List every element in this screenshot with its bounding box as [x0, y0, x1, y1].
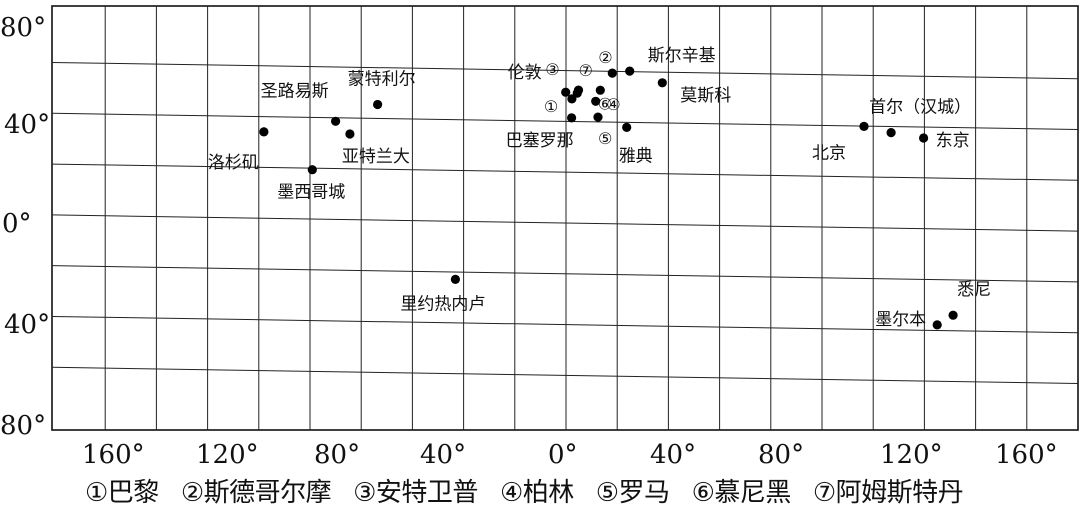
city-label-sydney: 悉尼: [957, 280, 991, 300]
lat-label-0: 0°: [2, 209, 32, 239]
legend-item-berlin: ④柏林: [499, 478, 574, 508]
lon-label-120e: 120°: [880, 440, 943, 470]
lon-label-40w: 40°: [420, 440, 466, 470]
city-dot-los-angeles: [259, 127, 269, 137]
city-dot-mexico-city: [307, 165, 317, 175]
parallel-line: [51, 265, 1079, 283]
legend-item-paris: ①巴黎: [85, 478, 159, 508]
city-dot-atlanta: [345, 129, 355, 139]
lat-label-80n: 80°: [0, 13, 46, 43]
city-label-atlanta: 亚特兰大: [342, 147, 410, 167]
city-dot-melbourne: [932, 320, 942, 330]
legend-item-stockholm: ②斯德哥尔摩: [180, 478, 332, 508]
city-label-melbourne: 墨尔本: [875, 310, 926, 330]
parallel-line: [51, 61, 1079, 80]
lon-label-160e: 160°: [995, 440, 1058, 470]
city-label-rome: ⑤: [598, 129, 612, 148]
city-dot-rome: [593, 112, 603, 122]
parallel-line: [51, 112, 1079, 130]
lon-label-0: 0°: [548, 440, 578, 470]
map-frame: [51, 5, 1079, 431]
city-dot-berlin: [595, 85, 605, 95]
city-dot-stockholm: [607, 68, 617, 78]
city-label-st-louis: 圣路易斯: [261, 81, 329, 101]
city-dot-moscow: [657, 78, 667, 88]
city-label-barcelona: 巴塞罗那: [506, 131, 574, 151]
city-dot-amsterdam: [573, 85, 584, 95]
city-dot-rio: [450, 274, 460, 284]
lon-label-120w: 120°: [196, 440, 259, 470]
lat-label-40n: 40°: [4, 110, 50, 140]
city-label-berlin: ④: [606, 95, 620, 114]
city-label-athens: 雅典: [619, 146, 653, 166]
parallel-line: [51, 366, 1079, 384]
city-label-london: 伦敦: [508, 63, 542, 83]
legend-item-antwerp: ③安特卫普: [353, 478, 478, 508]
city-dot-montreal: [373, 99, 383, 110]
city-label-montreal: 蒙特利尔: [348, 70, 416, 90]
city-label-helsinki: 斯尔辛基: [648, 46, 716, 66]
lat-label-40s: 40°: [4, 310, 50, 340]
parallel-line: [51, 214, 1079, 232]
lat-label-80s: 80°: [0, 411, 46, 441]
lon-label-40e: 40°: [650, 440, 696, 470]
lon-label-160w: 160°: [82, 440, 145, 470]
legend-item-munich: ⑥慕尼黑: [691, 478, 792, 508]
legend-item-rome: ⑤罗马: [595, 478, 670, 508]
graticule-grid: [51, 5, 1079, 431]
city-dot-tokyo: [919, 133, 929, 143]
city-label-los-angeles: 洛杉矶: [208, 153, 259, 173]
city-dot-barcelona: [567, 113, 577, 123]
legend-item-amsterdam: ⑦阿姆斯特丹: [812, 478, 964, 508]
lon-label-80e: 80°: [758, 440, 804, 470]
city-dot-athens: [622, 122, 632, 132]
city-dot-st-louis: [331, 116, 341, 126]
city-label-amsterdam: ⑦: [579, 61, 593, 80]
city-label-munich: ⑥: [598, 94, 612, 113]
city-label-stockholm: ②: [598, 48, 612, 67]
city-label-paris: ①: [544, 97, 558, 116]
city-dot-london: [561, 87, 571, 97]
city-label-beijing: 北京: [812, 143, 846, 163]
city-dot-helsinki: [625, 66, 635, 76]
city-dot-sydney: [948, 310, 958, 320]
city-dot-munich: [591, 96, 601, 106]
legend: ①巴黎 ②斯德哥尔摩 ③安特卫普 ④柏林 ⑤罗马 ⑥慕尼黑 ⑦阿姆斯特丹: [85, 472, 985, 509]
city-markers: [259, 66, 958, 330]
parallel-line: [51, 163, 1079, 181]
city-label-rio: 里约热内卢: [400, 294, 485, 314]
city-label-moscow: 莫斯科: [680, 86, 731, 106]
city-label-tokyo: 东京: [936, 131, 970, 151]
parallel-line: [51, 315, 1079, 334]
city-dot-paris: [567, 94, 577, 104]
axis-labels: 80° 40° 0° 40° 80° 160° 120° 80° 40° 0° …: [0, 13, 1058, 470]
lon-label-80w: 80°: [314, 440, 360, 470]
olympic-host-cities-map: 80° 40° 0° 40° 80° 160° 120° 80° 40° 0° …: [0, 5, 1079, 470]
city-label-seoul: 首尔（汉城）: [869, 98, 971, 118]
city-label-antwerp: ③: [545, 60, 559, 79]
city-label-mexico-city: 墨西哥城: [277, 183, 345, 203]
city-dot-beijing: [859, 121, 869, 131]
city-dot-seoul: [886, 128, 896, 138]
